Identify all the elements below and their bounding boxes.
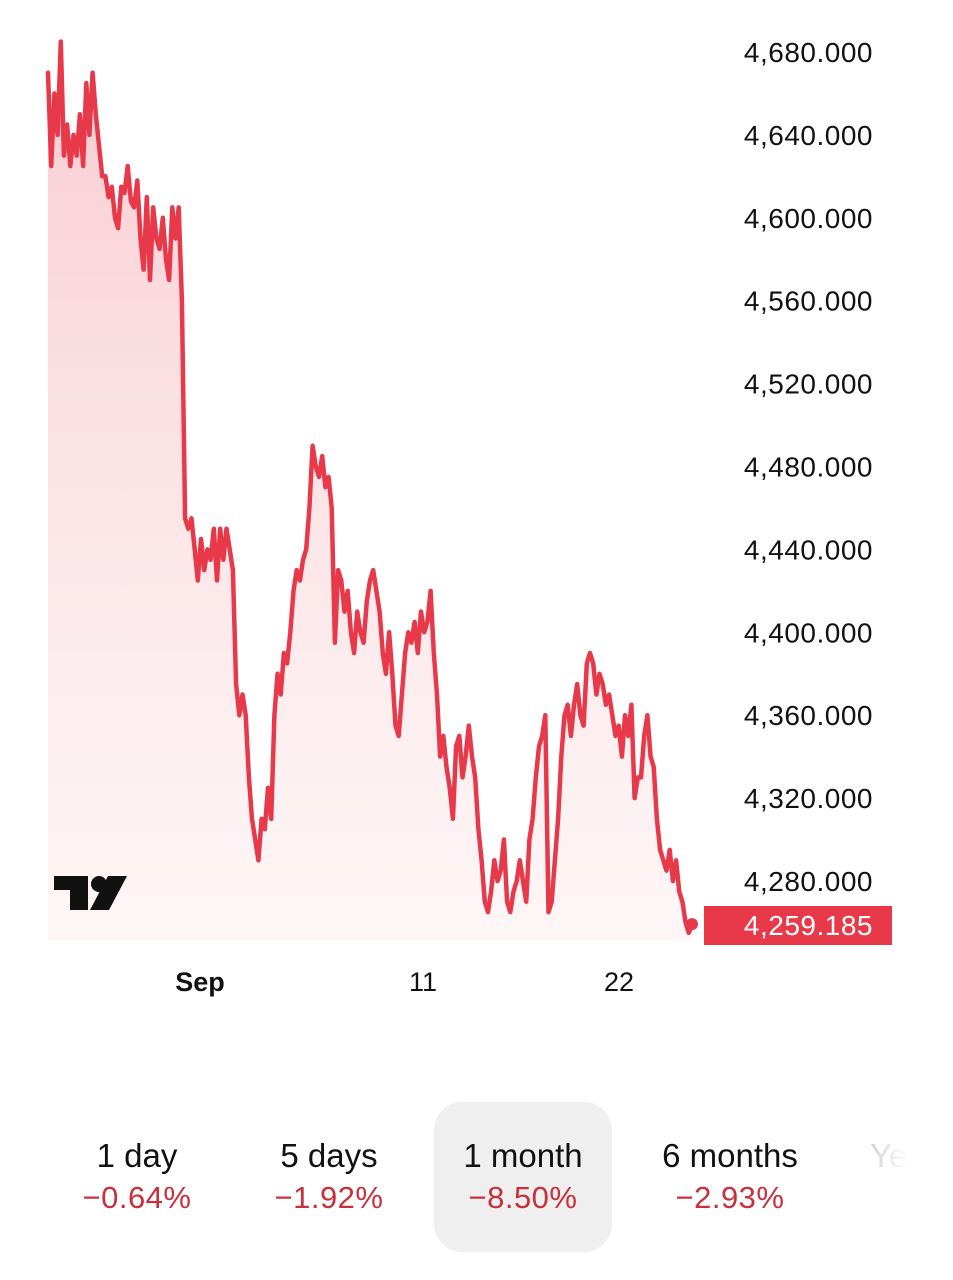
range-change: −8.50%	[468, 1180, 578, 1215]
last-price-label: 4,259.185	[744, 910, 873, 941]
y-axis-tick-label: 4,320.000	[744, 783, 873, 814]
y-axis-tick-label: 4,440.000	[744, 534, 873, 565]
range-1-day-button[interactable]: 1 day −0.64%	[48, 1102, 226, 1252]
chart-canvas[interactable]: 4,680.000 4,640.000 4,600.000 4,560.000 4,52…	[0, 0, 953, 1010]
price-area-fill	[48, 41, 692, 941]
y-axis-tick-label: 4,360.000	[744, 700, 873, 731]
time-range-selector: 1 day −0.64% 5 days −1.92% 1 month −8.50…	[40, 1080, 906, 1270]
range-year-to-date-button[interactable]: Year to date	[852, 1102, 906, 1252]
range-5-days-button[interactable]: 5 days −1.92%	[240, 1102, 418, 1252]
x-axis-tick-label: 22	[604, 967, 634, 997]
range-change: −1.92%	[274, 1180, 384, 1215]
range-6-months-button[interactable]: 6 months −2.93%	[640, 1102, 820, 1252]
last-price-badge	[704, 906, 892, 945]
range-change: −2.93%	[675, 1180, 785, 1215]
tradingview-logo-icon	[54, 876, 127, 910]
x-axis-tick-label: Sep	[175, 967, 225, 997]
range-label: 1 month	[463, 1137, 583, 1174]
y-axis-tick-label: 4,600.000	[744, 203, 873, 234]
y-axis-tick-label: 4,520.000	[744, 369, 873, 400]
price-line	[45, 39, 695, 936]
y-axis-tick-label: 4,400.000	[744, 617, 873, 648]
price-chart[interactable]: 4,680.000 4,640.000 4,600.000 4,560.000 4,52…	[0, 0, 953, 1010]
x-axis-tick-label: 11	[409, 967, 437, 997]
range-label: 5 days	[280, 1137, 378, 1174]
range-label: 6 months	[662, 1137, 798, 1174]
range-label: Year to date	[870, 1137, 906, 1174]
range-1-month-button[interactable]: 1 month −8.50%	[434, 1102, 612, 1252]
range-change: −0.64%	[82, 1180, 192, 1215]
last-price-dot	[686, 918, 698, 931]
y-axis-tick-label: 4,480.000	[744, 452, 873, 483]
range-label: 1 day	[96, 1137, 178, 1174]
y-axis-tick-label: 4,640.000	[744, 120, 873, 151]
y-axis-tick-label: 4,680.000	[744, 37, 873, 68]
y-axis-tick-label: 4,560.000	[744, 286, 873, 317]
y-axis-tick-label: 4,280.000	[744, 866, 873, 897]
